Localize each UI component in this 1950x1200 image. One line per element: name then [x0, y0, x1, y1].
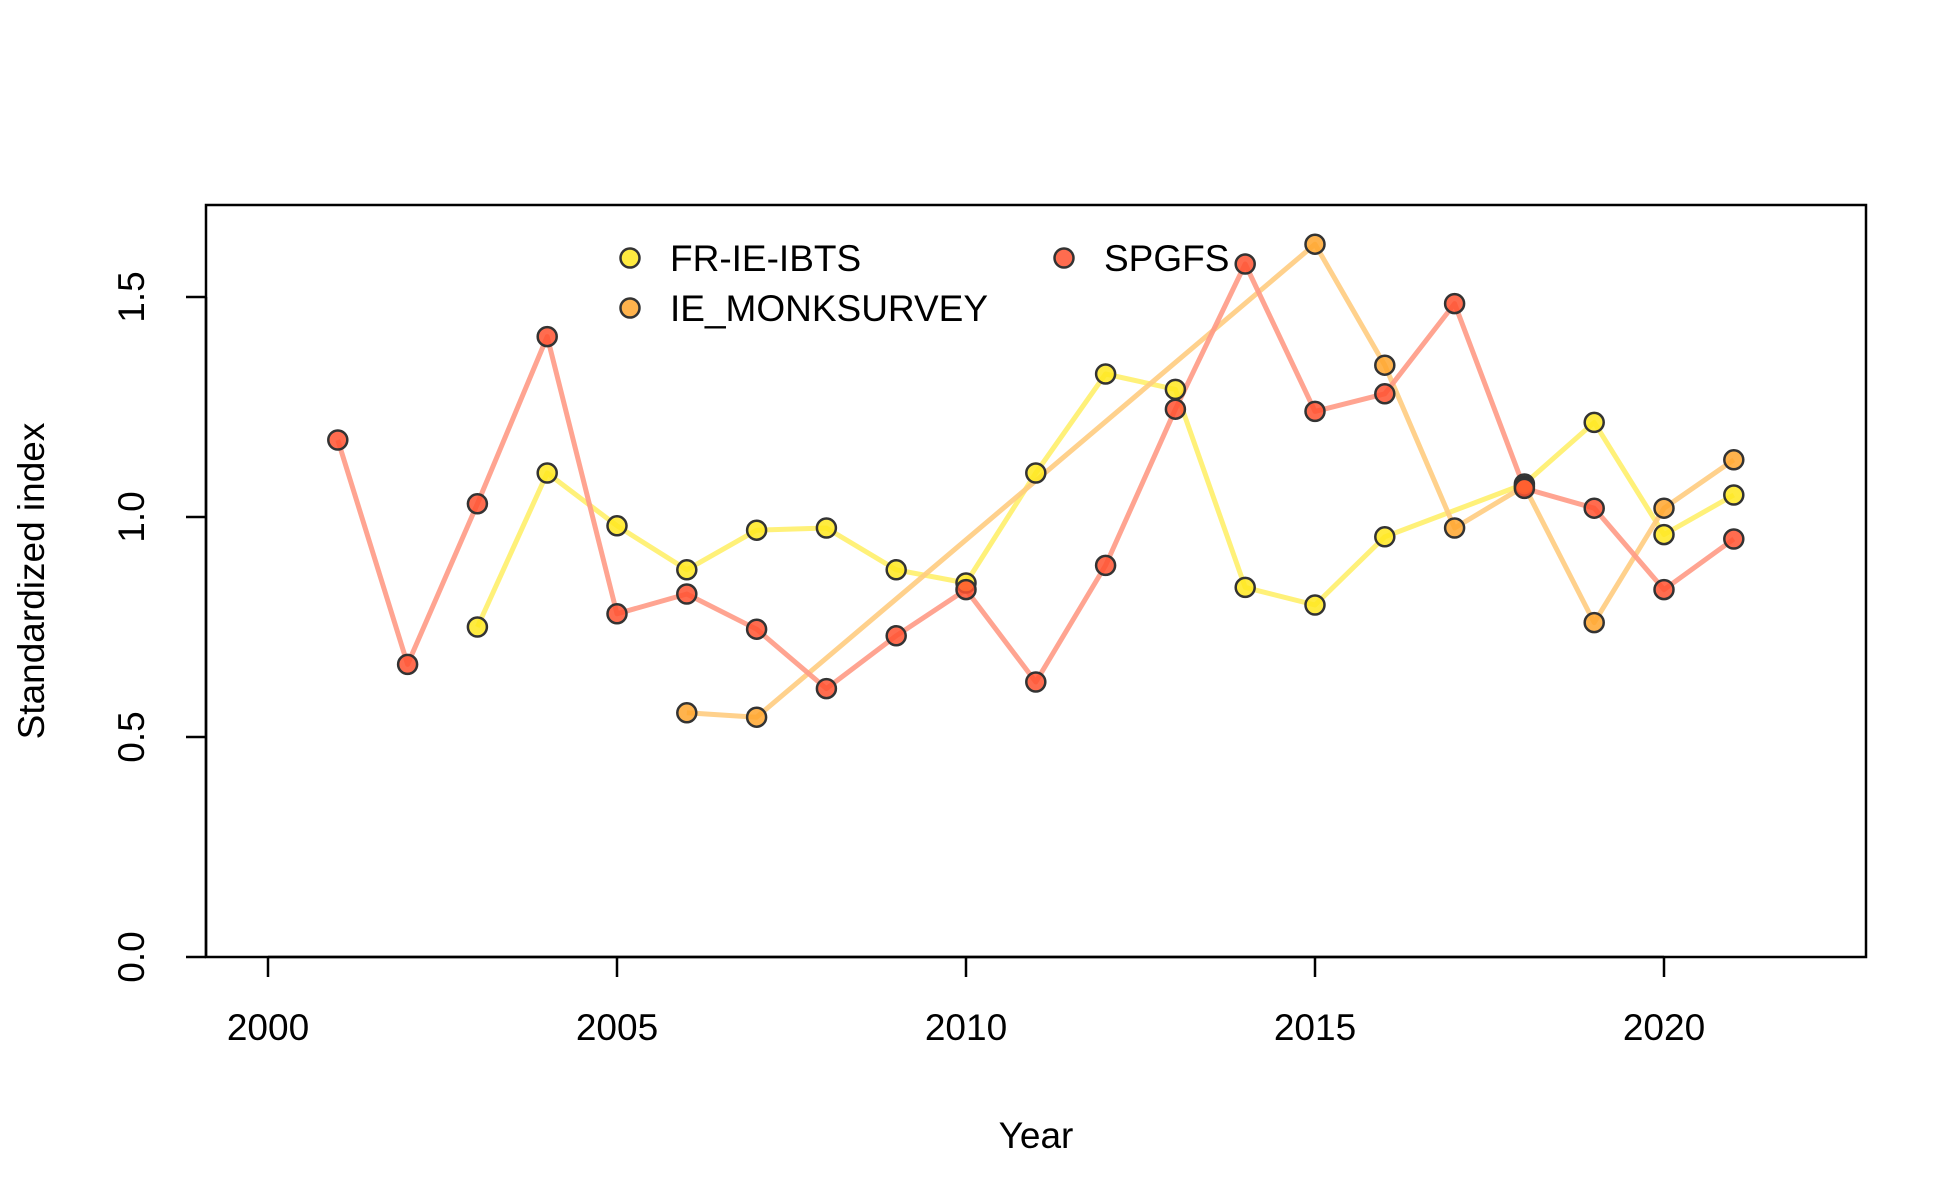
- data-point: [606, 515, 628, 537]
- y-tick-label: 1.0: [111, 491, 152, 542]
- data-point: [606, 603, 628, 625]
- x-tick-label: 2010: [925, 1007, 1007, 1048]
- x-tick-label: 2015: [1274, 1007, 1356, 1048]
- data-point: [1583, 611, 1605, 634]
- data-point: [1583, 497, 1605, 519]
- legend-label: SPGFS: [1104, 238, 1229, 279]
- data-point: [676, 559, 698, 581]
- legend-label: IE_MONKSURVEY: [670, 288, 988, 329]
- data-point: [955, 578, 977, 601]
- data-point: [1234, 253, 1256, 275]
- legend-marker: [619, 297, 641, 319]
- data-point: [815, 517, 838, 539]
- data-point: [1025, 462, 1047, 484]
- y-tick-label: 0.0: [111, 931, 152, 982]
- data-point: [1653, 578, 1675, 601]
- data-point: [676, 702, 698, 724]
- data-point: [1164, 398, 1187, 420]
- y-axis-title: Standardized index: [11, 422, 52, 739]
- y-tick-label: 1.5: [111, 271, 152, 322]
- data-point: [396, 653, 419, 676]
- data-point: [1094, 363, 1117, 385]
- data-point: [745, 618, 768, 640]
- data-point: [1723, 484, 1745, 506]
- data-point: [1374, 526, 1396, 548]
- data-point: [1374, 354, 1396, 376]
- legend: FR-IE-IBTS IE_MONKSURVEY SPGFS: [619, 238, 1229, 329]
- data-point: [1304, 594, 1326, 616]
- y-axis: 0.0 0.5 1.0 1.5: [111, 271, 208, 983]
- legend-marker: [619, 247, 641, 269]
- data-point: [885, 559, 907, 581]
- legend-label: FR-IE-IBTS: [670, 238, 861, 279]
- data-point: [1583, 411, 1605, 434]
- x-tick-label: 2000: [227, 1007, 309, 1048]
- data-point: [1723, 449, 1745, 471]
- data-point: [1304, 233, 1326, 255]
- x-axis: 2000 2005 2010 2015 2020: [227, 955, 1705, 1048]
- data-point: [1443, 292, 1466, 315]
- data-point: [1513, 477, 1536, 500]
- data-point: [1164, 378, 1187, 401]
- data-point: [1304, 400, 1326, 423]
- data-point: [536, 462, 558, 484]
- data-point: [536, 325, 558, 348]
- data-point: [466, 493, 489, 515]
- data-point: [1723, 528, 1745, 550]
- series-points: [327, 233, 1745, 728]
- data-point: [745, 519, 768, 541]
- data-point: [1374, 383, 1396, 405]
- data-point: [676, 583, 698, 605]
- series-line-0: [475, 371, 1736, 629]
- data-point: [1094, 554, 1117, 577]
- y-tick-label: 0.5: [111, 711, 152, 762]
- data-point: [745, 706, 768, 728]
- data-point: [815, 677, 838, 700]
- legend-marker: [1053, 247, 1075, 269]
- data-point: [885, 625, 907, 647]
- data-point: [327, 429, 349, 451]
- data-point: [1025, 671, 1047, 693]
- x-axis-title: Year: [999, 1115, 1074, 1156]
- data-point: [1443, 517, 1466, 539]
- x-tick-label: 2005: [576, 1007, 658, 1048]
- data-point: [1653, 497, 1675, 519]
- data-point: [466, 616, 489, 638]
- x-tick-label: 2020: [1623, 1007, 1705, 1048]
- data-point: [1234, 576, 1256, 599]
- data-point: [1653, 523, 1675, 546]
